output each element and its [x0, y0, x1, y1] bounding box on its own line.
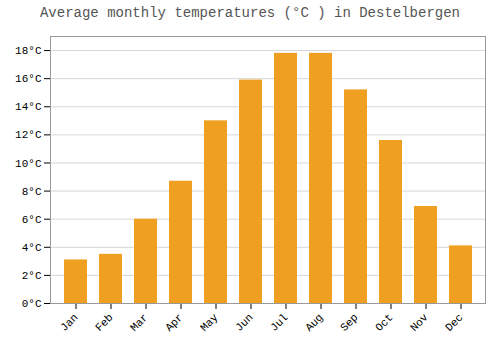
svg-text:Jan: Jan	[58, 311, 80, 333]
svg-text:0°C: 0°C	[22, 298, 42, 310]
svg-text:6°C: 6°C	[22, 214, 42, 226]
svg-text:May: May	[198, 311, 221, 334]
html-text:Average monthly temperatures (: Average monthly temperatures (°C ) in De…	[40, 5, 460, 21]
svg-text:Mar: Mar	[128, 311, 150, 333]
svg-text:Nov: Nov	[408, 311, 431, 334]
svg-text:Sep: Sep	[338, 311, 360, 333]
svg-text:18°C: 18°C	[15, 45, 42, 57]
svg-text:14°C: 14°C	[15, 101, 42, 113]
svg-text:Feb: Feb	[93, 311, 115, 333]
svg-text:Apr: Apr	[163, 311, 185, 333]
svg-text:Aug: Aug	[303, 311, 325, 333]
svg-text:2°C: 2°C	[22, 270, 42, 282]
svg-text:Jun: Jun	[233, 311, 255, 333]
svg-text:4°C: 4°C	[22, 242, 42, 254]
svg-text:8°C: 8°C	[22, 186, 42, 198]
svg-text:Oct: Oct	[373, 311, 395, 333]
svg-text:Dec: Dec	[443, 311, 465, 333]
svg-text:12°C: 12°C	[15, 129, 42, 141]
svg-text:Jul: Jul	[268, 311, 290, 333]
svg-text:16°C: 16°C	[15, 73, 42, 85]
svg-text:10°C: 10°C	[15, 157, 42, 169]
